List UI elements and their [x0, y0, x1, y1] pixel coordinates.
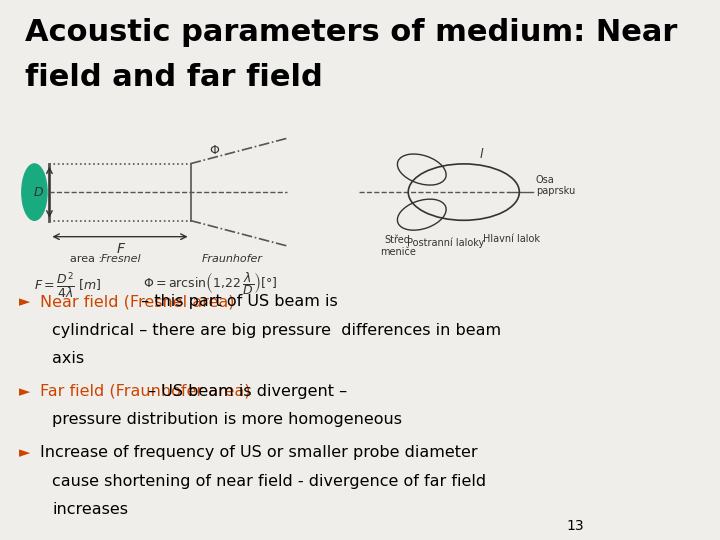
Text: ►: ► — [19, 384, 31, 399]
Text: Far field (Fraunhofer area): Far field (Fraunhofer area) — [40, 384, 251, 399]
Text: 13: 13 — [566, 519, 584, 533]
Text: $\Phi$: $\Phi$ — [209, 144, 220, 157]
Text: F: F — [117, 242, 125, 256]
Text: cause shortening of near field - divergence of far field: cause shortening of near field - diverge… — [53, 474, 487, 489]
Text: Hlavní lalok: Hlavní lalok — [483, 234, 540, 244]
Text: Střed
meniče: Střed meniče — [379, 235, 415, 256]
Text: cylindrical – there are big pressure  differences in beam: cylindrical – there are big pressure dif… — [53, 322, 502, 338]
Text: field and far field: field and far field — [25, 63, 323, 92]
Text: pressure distribution is more homogeneous: pressure distribution is more homogeneou… — [53, 413, 402, 427]
Text: area :: area : — [71, 254, 102, 264]
Text: increases: increases — [53, 502, 128, 517]
Text: Fresnel: Fresnel — [102, 254, 142, 264]
Text: $F = \dfrac{D^2}{4\lambda}\ [m]$: $F = \dfrac{D^2}{4\lambda}\ [m]$ — [35, 270, 102, 300]
Text: – this part of US beam is: – this part of US beam is — [136, 294, 338, 309]
Text: D: D — [34, 186, 43, 199]
Text: l: l — [480, 148, 484, 161]
Text: – US beam is divergent –: – US beam is divergent – — [143, 384, 348, 399]
Text: $\Phi = \arcsin\!\left(1{,}22\,\dfrac{\lambda}{D}\right)[°]$: $\Phi = \arcsin\!\left(1{,}22\,\dfrac{\l… — [143, 270, 277, 297]
Text: Acoustic parameters of medium: Near: Acoustic parameters of medium: Near — [25, 17, 678, 46]
Text: Increase of frequency of US or smaller probe diameter: Increase of frequency of US or smaller p… — [40, 445, 478, 460]
Text: Postranní laloky: Postranní laloky — [407, 238, 485, 248]
Text: Osa
paprsku: Osa paprsku — [536, 175, 575, 197]
Text: ►: ► — [19, 294, 31, 309]
Text: axis: axis — [53, 351, 84, 366]
Text: Near field (Fresnel area): Near field (Fresnel area) — [40, 294, 235, 309]
Text: ►: ► — [19, 445, 31, 460]
Text: Fraunhofer: Fraunhofer — [202, 254, 263, 264]
Ellipse shape — [22, 164, 47, 220]
